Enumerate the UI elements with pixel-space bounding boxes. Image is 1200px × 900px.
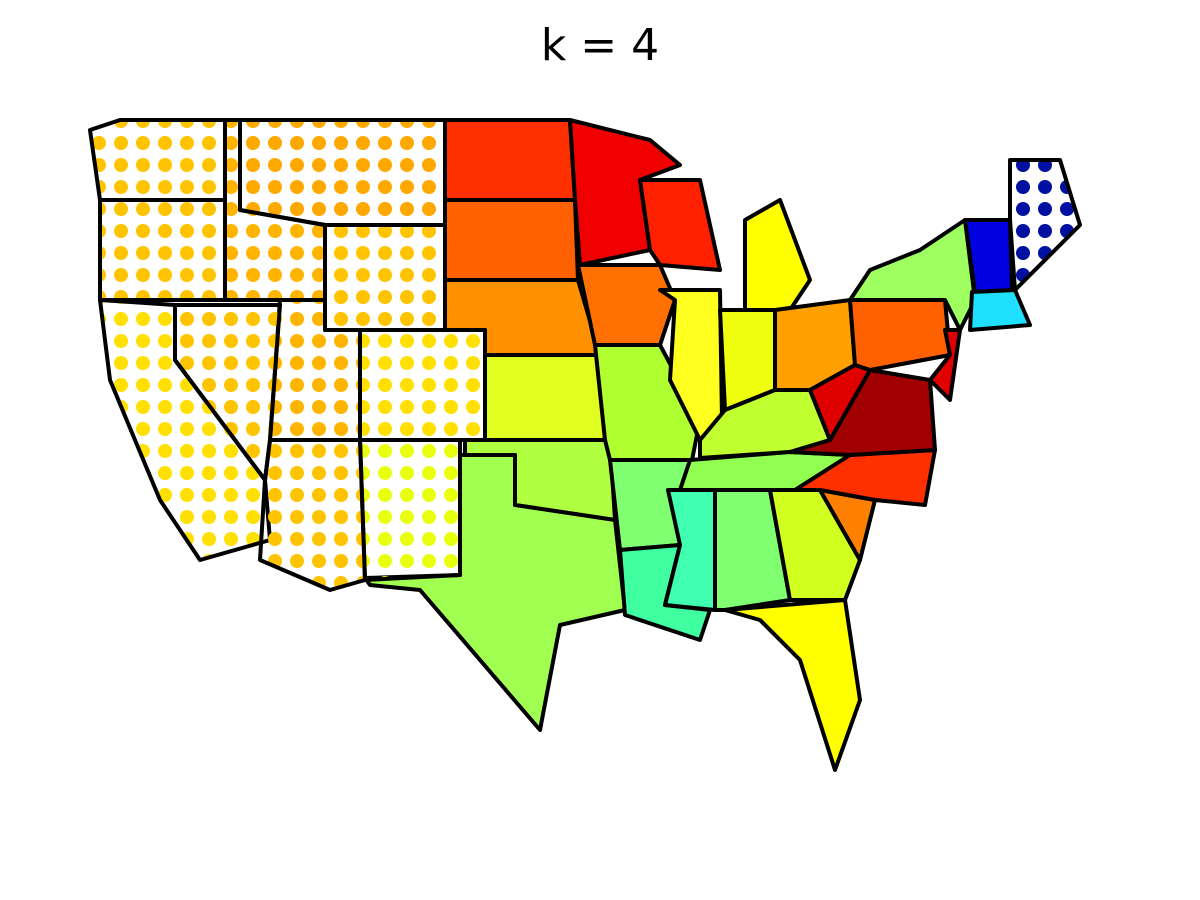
state <box>576 263 677 347</box>
state <box>743 198 812 312</box>
state <box>483 353 607 442</box>
state <box>258 438 367 592</box>
state <box>98 198 227 302</box>
state <box>88 118 227 202</box>
states <box>88 118 1082 772</box>
state <box>358 438 462 582</box>
state <box>968 288 1032 332</box>
state <box>1008 158 1082 292</box>
state <box>638 178 722 272</box>
state <box>928 328 962 402</box>
state <box>723 598 862 772</box>
state <box>443 118 577 202</box>
state <box>443 198 580 282</box>
state <box>358 328 487 442</box>
state <box>663 488 717 612</box>
state <box>963 218 1014 294</box>
map-title: k = 4 <box>541 20 659 71</box>
state <box>848 298 952 372</box>
state <box>323 223 447 332</box>
state <box>713 488 792 612</box>
state <box>238 118 447 227</box>
